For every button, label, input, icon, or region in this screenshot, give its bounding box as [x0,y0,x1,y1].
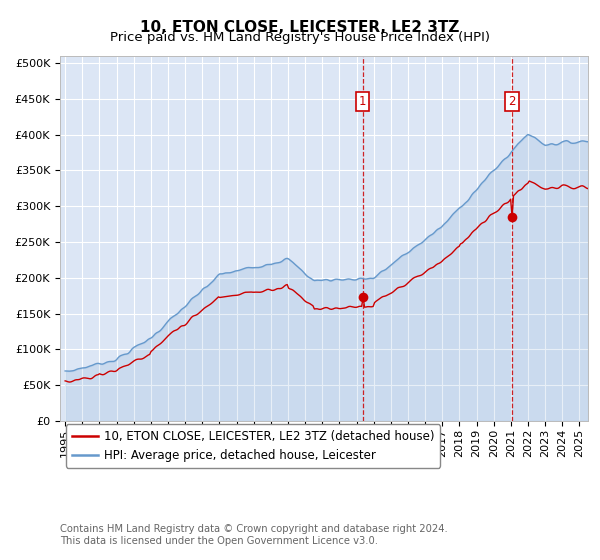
Legend: 10, ETON CLOSE, LEICESTER, LE2 3TZ (detached house), HPI: Average price, detache: 10, ETON CLOSE, LEICESTER, LE2 3TZ (deta… [66,424,440,468]
Text: Contains HM Land Registry data © Crown copyright and database right 2024.
This d: Contains HM Land Registry data © Crown c… [60,524,448,546]
Text: Price paid vs. HM Land Registry's House Price Index (HPI): Price paid vs. HM Land Registry's House … [110,31,490,44]
Text: 10, ETON CLOSE, LEICESTER, LE2 3TZ: 10, ETON CLOSE, LEICESTER, LE2 3TZ [140,20,460,35]
Text: 1: 1 [359,95,367,108]
Text: 2: 2 [508,95,516,108]
